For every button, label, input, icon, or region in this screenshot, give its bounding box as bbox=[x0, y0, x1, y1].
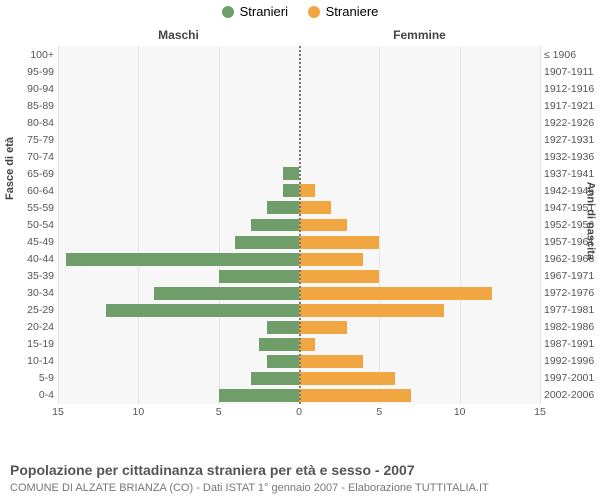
x-tick: 0 bbox=[296, 406, 302, 418]
x-tick: 10 bbox=[454, 406, 466, 418]
age-label: 0-4 bbox=[14, 387, 54, 404]
birth-label: 1987-1991 bbox=[544, 336, 600, 353]
age-label: 25-29 bbox=[14, 302, 54, 319]
age-label: 95-99 bbox=[14, 63, 54, 80]
bar-male bbox=[267, 321, 299, 334]
birth-label: 1907-1911 bbox=[544, 63, 600, 80]
pyramid-chart-container: Stranieri Straniere Fasce di età Anni di… bbox=[0, 0, 600, 500]
gridline bbox=[540, 46, 541, 404]
age-label: 40-44 bbox=[14, 251, 54, 268]
bar-male bbox=[267, 201, 299, 214]
bar-male bbox=[219, 270, 299, 283]
bar-female bbox=[299, 389, 411, 402]
bar-female bbox=[299, 287, 492, 300]
bar-male bbox=[219, 389, 299, 402]
x-tick: 5 bbox=[216, 406, 222, 418]
bar-male bbox=[66, 253, 299, 266]
age-label: 5-9 bbox=[14, 370, 54, 387]
legend-dot-female bbox=[308, 6, 320, 18]
birth-label: 1972-1976 bbox=[544, 285, 600, 302]
age-label: 30-34 bbox=[14, 285, 54, 302]
birth-label: 1912-1916 bbox=[544, 80, 600, 97]
birth-label: 1967-1971 bbox=[544, 268, 600, 285]
legend-dot-male bbox=[222, 6, 234, 18]
bar-male bbox=[259, 338, 299, 351]
age-label: 65-69 bbox=[14, 165, 54, 182]
bar-male bbox=[154, 287, 299, 300]
bar-female bbox=[299, 201, 331, 214]
age-label: 75-79 bbox=[14, 131, 54, 148]
chart-subtitle: COMUNE DI ALZATE BRIANZA (CO) - Dati IST… bbox=[10, 482, 489, 494]
bar-female bbox=[299, 219, 347, 232]
y-axis-birth-labels: ≤ 19061907-19111912-19161917-19211922-19… bbox=[544, 46, 600, 404]
birth-label: 1927-1931 bbox=[544, 131, 600, 148]
birth-label: 1942-1946 bbox=[544, 182, 600, 199]
bar-female bbox=[299, 355, 363, 368]
legend-item-female: Straniere bbox=[308, 4, 379, 19]
birth-label: 1957-1961 bbox=[544, 234, 600, 251]
bar-female bbox=[299, 184, 315, 197]
plot-area bbox=[58, 46, 540, 404]
birth-label: 1982-1986 bbox=[544, 319, 600, 336]
birth-label: 1947-1951 bbox=[544, 199, 600, 216]
y-axis-age-labels: 100+95-9990-9485-8980-8475-7970-7465-696… bbox=[14, 46, 54, 404]
legend-item-male: Stranieri bbox=[222, 4, 288, 19]
bar-male bbox=[251, 219, 299, 232]
x-tick: 5 bbox=[376, 406, 382, 418]
center-line bbox=[299, 46, 301, 404]
legend-label-female: Straniere bbox=[326, 4, 379, 19]
age-label: 55-59 bbox=[14, 199, 54, 216]
bar-male bbox=[267, 355, 299, 368]
bar-female bbox=[299, 253, 363, 266]
bar-male bbox=[251, 372, 299, 385]
age-label: 70-74 bbox=[14, 148, 54, 165]
bar-female bbox=[299, 372, 395, 385]
column-header-male: Maschi bbox=[58, 28, 299, 42]
age-label: 100+ bbox=[14, 46, 54, 63]
bar-female bbox=[299, 304, 444, 317]
birth-label: ≤ 1906 bbox=[544, 46, 600, 63]
birth-label: 1977-1981 bbox=[544, 302, 600, 319]
birth-label: 2002-2006 bbox=[544, 387, 600, 404]
age-label: 45-49 bbox=[14, 234, 54, 251]
legend-label-male: Stranieri bbox=[240, 4, 288, 19]
bar-female bbox=[299, 236, 379, 249]
birth-label: 1997-2001 bbox=[544, 370, 600, 387]
age-label: 80-84 bbox=[14, 114, 54, 131]
birth-label: 1917-1921 bbox=[544, 97, 600, 114]
x-tick: 15 bbox=[534, 406, 546, 418]
age-label: 10-14 bbox=[14, 353, 54, 370]
bar-female bbox=[299, 321, 347, 334]
age-label: 50-54 bbox=[14, 216, 54, 233]
bar-female bbox=[299, 270, 379, 283]
birth-label: 1932-1936 bbox=[544, 148, 600, 165]
x-tick: 10 bbox=[132, 406, 144, 418]
bar-male bbox=[283, 184, 299, 197]
birth-label: 1922-1926 bbox=[544, 114, 600, 131]
x-tick: 15 bbox=[52, 406, 64, 418]
column-header-female: Femmine bbox=[299, 28, 540, 42]
age-label: 20-24 bbox=[14, 319, 54, 336]
column-headers: Maschi Femmine bbox=[58, 28, 540, 46]
bar-male bbox=[235, 236, 299, 249]
birth-label: 1992-1996 bbox=[544, 353, 600, 370]
bar-male bbox=[283, 167, 299, 180]
chart-area: Maschi Femmine 100+95-9990-9485-8980-847… bbox=[58, 28, 540, 428]
bar-female bbox=[299, 338, 315, 351]
birth-label: 1937-1941 bbox=[544, 165, 600, 182]
legend: Stranieri Straniere bbox=[0, 4, 600, 21]
birth-label: 1952-1956 bbox=[544, 216, 600, 233]
age-label: 15-19 bbox=[14, 336, 54, 353]
age-label: 90-94 bbox=[14, 80, 54, 97]
chart-title: Popolazione per cittadinanza straniera p… bbox=[10, 462, 415, 478]
age-label: 35-39 bbox=[14, 268, 54, 285]
age-label: 85-89 bbox=[14, 97, 54, 114]
x-axis: 15105051015 bbox=[58, 404, 540, 422]
birth-label: 1962-1966 bbox=[544, 251, 600, 268]
bar-male bbox=[106, 304, 299, 317]
age-label: 60-64 bbox=[14, 182, 54, 199]
